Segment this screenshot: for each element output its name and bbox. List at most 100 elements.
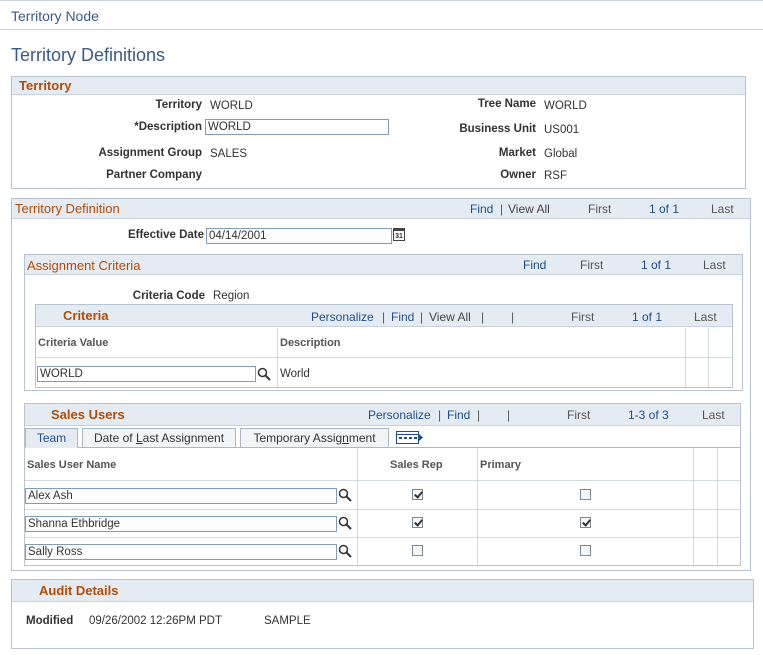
criteria-value-column-header: Criteria Value — [38, 337, 109, 349]
modified-by: SAMPLE — [264, 615, 311, 627]
description-label: *Description — [134, 121, 202, 133]
criteria-col-divider-1 — [277, 328, 278, 387]
sales-users-column-header-row — [25, 449, 740, 481]
calendar-icon[interactable]: 31 — [393, 228, 405, 241]
criteria-count: 1 of 1 — [632, 310, 663, 324]
audit-details-title: Audit Details — [39, 583, 119, 598]
criteria-separator-2: | — [420, 310, 424, 324]
territory-definition-find-link[interactable]: Find — [470, 202, 494, 216]
criteria-search-icon[interactable] — [257, 367, 271, 381]
primary-checkbox[interactable] — [580, 489, 591, 500]
tab-temporary-assignment[interactable]: Temporary Assignment — [240, 428, 389, 448]
assignment-criteria-section — [24, 254, 743, 391]
show-all-columns-icon[interactable] — [396, 431, 423, 444]
sales-user-search-icon[interactable] — [338, 544, 352, 558]
primary-checkbox[interactable] — [580, 517, 591, 528]
criteria-column-header-row — [36, 328, 732, 358]
criteria-col-divider-2 — [685, 328, 686, 387]
business-unit-value: US001 — [544, 124, 580, 136]
assignment-criteria-find-link[interactable]: Find — [523, 258, 547, 272]
territory-definition-count: 1 of 1 — [649, 202, 680, 216]
sales-rep-checkbox[interactable] — [412, 489, 423, 500]
criteria-grid — [35, 304, 733, 388]
sales-users-row-divider-2 — [25, 537, 740, 538]
criteria-separator-1: | — [382, 310, 386, 324]
sales-user-search-icon[interactable] — [338, 516, 352, 530]
page-title: Territory Definitions — [11, 45, 166, 65]
sales-user-search-icon[interactable] — [338, 488, 352, 502]
sales-rep-column-header: Sales Rep — [390, 459, 443, 471]
owner-value: RSF — [544, 170, 567, 182]
criteria-view-all-link[interactable]: View All — [429, 310, 471, 324]
tree-name-label: Tree Name — [477, 98, 536, 110]
territory-definition-view-all-link[interactable]: View All — [508, 202, 550, 216]
assignment-criteria-first: First — [580, 258, 604, 272]
sales-users-separator-1: | — [438, 408, 442, 422]
business-unit-label: Business Unit — [459, 123, 536, 135]
sales-users-separator-2: | — [477, 408, 481, 422]
primary-checkbox[interactable] — [580, 545, 591, 556]
sales-user-name-input[interactable]: Shanna Ethbridge — [25, 516, 337, 532]
sales-users-last: Last — [702, 408, 725, 422]
criteria-personalize-link[interactable]: Personalize — [311, 310, 374, 324]
sales-users-first: First — [567, 408, 591, 422]
criteria-separator-3: | — [481, 310, 485, 324]
sales-users-grid — [24, 403, 741, 566]
sales-user-name-input[interactable]: Alex Ash — [25, 488, 337, 504]
territory-definition-separator: | — [500, 202, 504, 216]
territory-section-title: Territory — [19, 78, 72, 93]
territory-definition-section — [11, 198, 751, 571]
tree-name-value: WORLD — [544, 100, 587, 112]
tab-date-of-last-assignment[interactable]: Date of Last Assignment — [82, 428, 236, 448]
sales-users-find-link[interactable]: Find — [447, 408, 471, 422]
audit-details-section — [11, 579, 754, 649]
sales-users-row-divider-1 — [25, 509, 740, 510]
top-bar — [0, 0, 763, 30]
assignment-group-label: Assignment Group — [98, 147, 202, 159]
territory-header-bar — [12, 77, 745, 95]
criteria-last: Last — [694, 310, 717, 324]
sales-users-title: Sales Users — [51, 407, 125, 422]
modified-label: Modified — [26, 615, 74, 627]
sales-rep-checkbox[interactable] — [412, 545, 423, 556]
territory-definition-first: First — [588, 202, 612, 216]
sales-users-personalize-link[interactable]: Personalize — [368, 408, 431, 422]
description-input[interactable]: WORLD — [205, 119, 389, 135]
territory-definition-header-bar — [12, 199, 750, 219]
tab-temporary-assignment-label: Temporary Assignment — [253, 431, 376, 445]
criteria-value-input[interactable]: WORLD — [37, 366, 256, 382]
sales-users-separator-3: | — [507, 408, 511, 422]
sales-users-col-divider-2 — [477, 449, 478, 565]
market-value: Global — [544, 148, 578, 160]
criteria-code-value: Region — [213, 290, 250, 302]
calendar-icon-day: 31 — [395, 233, 403, 240]
assignment-criteria-title: Assignment Criteria — [27, 258, 141, 273]
tab-team[interactable]: Team — [25, 428, 78, 448]
sales-users-header-bar — [25, 404, 740, 426]
criteria-grid-header-bar — [36, 305, 732, 327]
description-column-header: Description — [280, 337, 341, 349]
sales-user-name-input[interactable]: Sally Ross — [25, 544, 337, 560]
territory-definition-title: Territory Definition — [15, 201, 120, 216]
sales-rep-checkbox[interactable] — [412, 517, 423, 528]
criteria-code-label: Criteria Code — [132, 290, 205, 302]
audit-details-header-bar — [12, 580, 753, 602]
assignment-criteria-last: Last — [703, 258, 726, 272]
sales-users-col-divider-1 — [357, 449, 358, 565]
criteria-find-link[interactable]: Find — [391, 310, 415, 324]
owner-label: Owner — [500, 169, 536, 181]
assignment-criteria-header-bar — [25, 255, 742, 275]
territory-definition-last: Last — [711, 202, 734, 216]
sales-users-count: 1-3 of 3 — [628, 408, 669, 422]
partner-company-label: Partner Company — [106, 169, 202, 181]
breadcrumb[interactable]: Territory Node — [11, 8, 99, 24]
territory-value: WORLD — [210, 100, 253, 112]
criteria-grid-title: Criteria — [63, 308, 109, 323]
effective-date-input[interactable]: 04/14/2001 — [206, 228, 392, 244]
criteria-col-divider-3 — [708, 328, 709, 387]
sales-users-col-divider-3 — [693, 449, 694, 565]
criteria-description-value: World — [280, 368, 310, 380]
assignment-criteria-count: 1 of 1 — [641, 258, 672, 272]
market-label: Market — [498, 147, 536, 159]
sales-users-col-divider-4 — [717, 449, 718, 565]
